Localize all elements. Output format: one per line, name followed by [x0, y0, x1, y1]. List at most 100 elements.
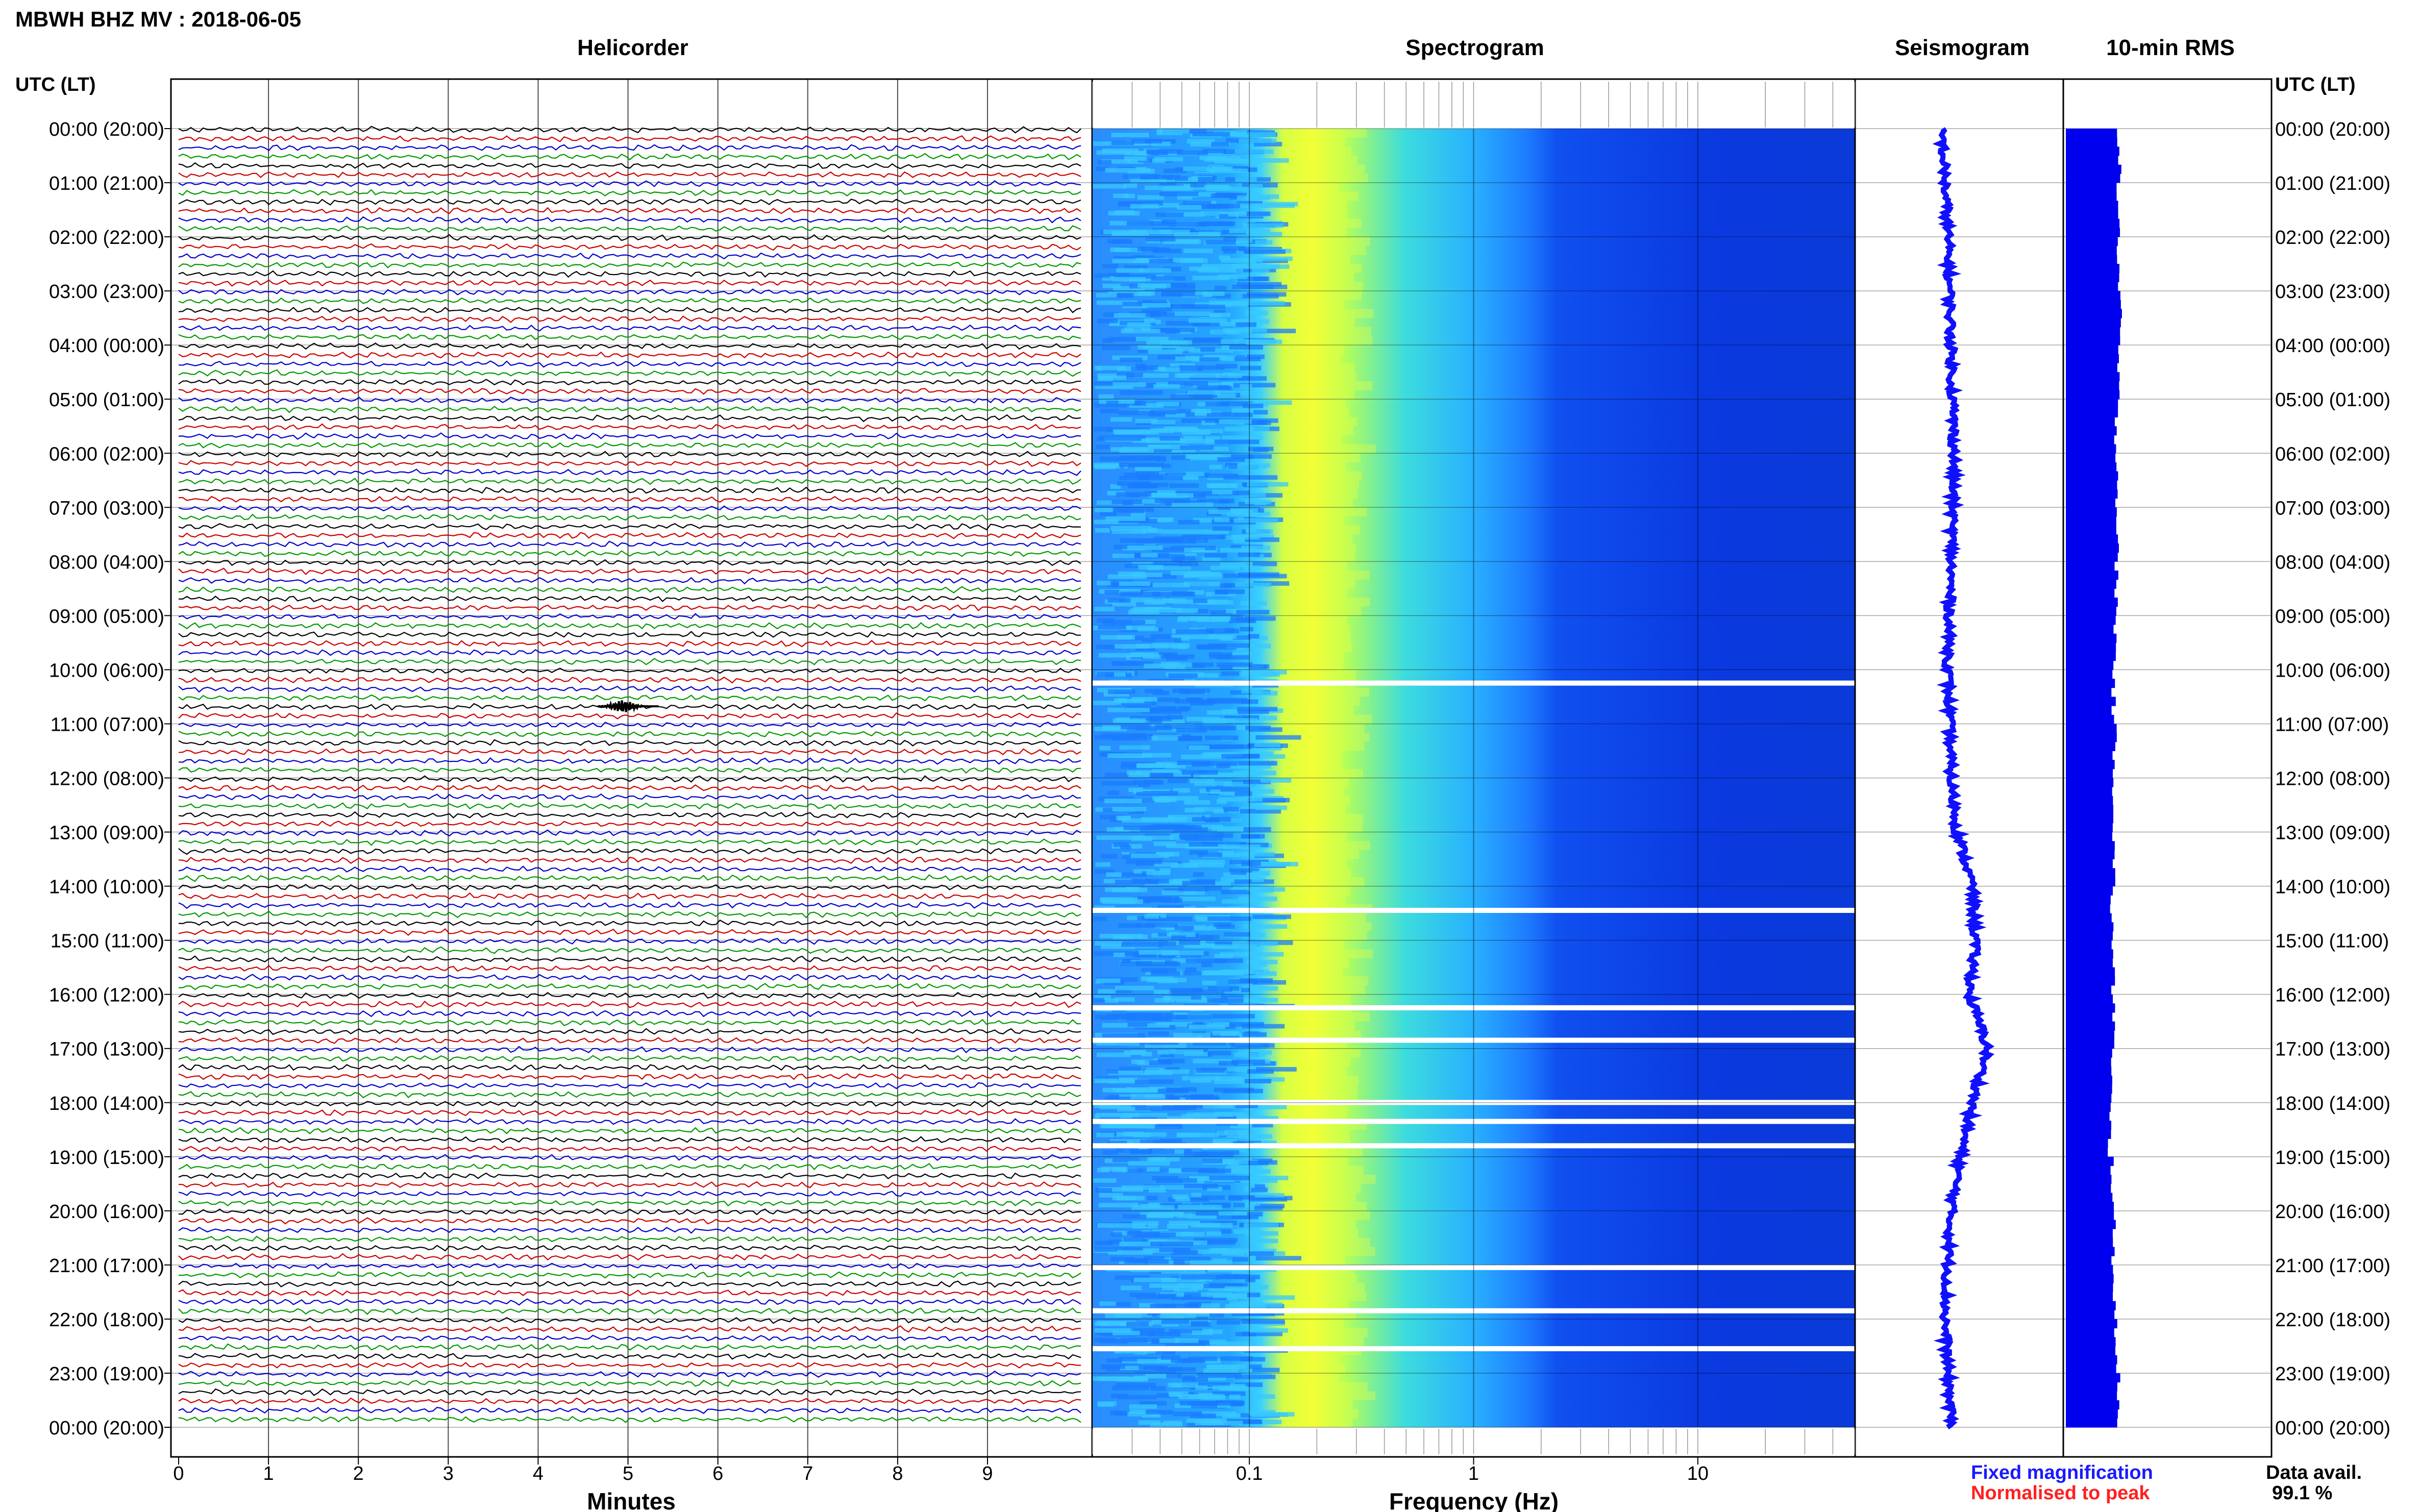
spectrogram-cell [1171, 1358, 1191, 1363]
helicorder-trace-line [178, 1235, 1081, 1243]
rms-bar [2066, 1210, 2114, 1221]
time-label-right: 08:00 (04:00) [2275, 552, 2390, 573]
spectrogram-cell [1196, 1068, 1225, 1073]
spectrogram-cell [1112, 239, 1133, 244]
spectrogram-cell [1097, 436, 1142, 441]
spectrogram-cell [1157, 1058, 1185, 1063]
spectrogram-cell [1100, 1124, 1140, 1129]
spectrogram-cell [1159, 1247, 1191, 1252]
spectrogram-cell [1181, 304, 1225, 309]
spectrogram-cell [1167, 778, 1189, 783]
spectrogram-cell [1110, 1410, 1126, 1416]
spectrogram-rows [1093, 129, 1376, 1427]
spectrogram-cell [1235, 177, 1257, 182]
spectrogram-cell [1314, 1202, 1367, 1211]
spectrogram-cell [1206, 474, 1239, 478]
spectrogram-cell [1123, 1112, 1168, 1118]
spectrogram-cell [1176, 1014, 1188, 1020]
spectrogram-cell [1240, 384, 1252, 389]
spectrogram-cell [1101, 1302, 1131, 1307]
helicorder-trace-line [178, 622, 1081, 630]
rms-bar [2066, 985, 2112, 995]
spectrogram-cell [1204, 185, 1228, 189]
spectrogram-cell [1205, 402, 1248, 407]
spectrogram-cell [1316, 1391, 1376, 1400]
helicorder-trace-line [178, 162, 1081, 169]
helicorder-trace-line [178, 523, 1081, 531]
spectrogram-cell [1122, 852, 1136, 857]
spectrogram-cell [1102, 1023, 1148, 1028]
spectrogram-cell [1125, 598, 1153, 603]
rms-bar [2066, 372, 2120, 382]
spectrogram-cell [1253, 410, 1268, 415]
spectrogram-cell [1168, 381, 1208, 386]
spectrogram-cell [1316, 958, 1349, 968]
spectrogram-cell [1138, 246, 1159, 252]
spectrogram-cell [1209, 1176, 1250, 1181]
spectrogram-cell [1202, 556, 1221, 561]
spectrogram-cell [1147, 1350, 1175, 1355]
spectrogram-cell [1136, 753, 1172, 758]
spectrogram-cell [1156, 727, 1196, 732]
rms-bar [2066, 1021, 2115, 1031]
helicorder-trace-line [178, 757, 1081, 765]
time-label-right: 03:00 (23:00) [2275, 281, 2390, 303]
rms-bar [2066, 633, 2117, 643]
rms-bar [2066, 272, 2119, 282]
spectrogram-cell [1189, 1024, 1225, 1029]
spectrogram-cell [1251, 1295, 1295, 1300]
spectrogram-cell [1313, 741, 1365, 751]
spectrogram-cell [1160, 1313, 1184, 1319]
spectrogram-cell [1242, 1032, 1267, 1037]
spectrogram-cell [1232, 771, 1276, 776]
time-label-left: 02:00 (22:00) [49, 227, 164, 249]
spectrogram-cell [1220, 877, 1246, 882]
spectrogram-cell [1306, 552, 1355, 562]
spectrogram-cell [1107, 1141, 1127, 1146]
spectrogram-cell [1151, 141, 1171, 146]
rms-bar [2066, 598, 2118, 607]
spectrogram-cell [1114, 507, 1154, 512]
spectrogram-cell [1095, 862, 1110, 867]
spectrogram-cell [1193, 382, 1239, 387]
helicorder-trace-line [178, 297, 1081, 305]
spectrogram-cell [1312, 778, 1349, 787]
helicorder-trace-line [178, 992, 1081, 999]
rms-bar [2066, 571, 2118, 580]
spectrogram-cell [1313, 516, 1345, 526]
spectrogram-cell [1169, 222, 1207, 227]
spectrogram-cell [1221, 671, 1242, 676]
seismogram-frame [1854, 78, 2064, 1458]
spectrogram-cell [1313, 381, 1373, 390]
spectrogram-cell [1187, 390, 1221, 395]
spectrogram-cell [1136, 1232, 1176, 1237]
spectrogram-cell [1186, 472, 1204, 477]
helicorder-frame [170, 78, 1093, 1458]
rms-bar [2066, 218, 2120, 228]
spectrogram-cell [1108, 1079, 1149, 1084]
helicorder-trace-line [178, 649, 1081, 656]
spectrogram-cell [1133, 1132, 1151, 1137]
helicorder-trace-line [178, 406, 1081, 413]
spectrogram-cell [1248, 454, 1272, 459]
rms-bar [2066, 615, 2116, 625]
spectrogram-cell [1135, 418, 1158, 424]
rms-bar [2066, 1292, 2113, 1302]
spectrogram-cell [1171, 644, 1186, 649]
spectrogram-cell [1157, 735, 1202, 740]
spectrogram-cell [1210, 168, 1248, 173]
time-label-left: 23:00 (19:00) [49, 1364, 164, 1385]
spectrogram-cell [1094, 869, 1115, 874]
helicorder-trace-line [178, 307, 1081, 313]
spectrogram-gap [1093, 1100, 1855, 1105]
spectrogram-cell [1219, 851, 1235, 855]
spectrogram-cell [1150, 1211, 1184, 1217]
spectrogram-cell [1110, 1232, 1122, 1237]
spectrogram-cell [1249, 184, 1263, 189]
spectrogram-cell [1219, 255, 1230, 260]
spectrogram-cell [1255, 240, 1273, 245]
spectrogram-cell [1099, 746, 1111, 751]
spectrogram-cell [1166, 1087, 1197, 1092]
spectrogram-cell [1206, 710, 1239, 715]
spectrogram-cell [1103, 692, 1129, 697]
